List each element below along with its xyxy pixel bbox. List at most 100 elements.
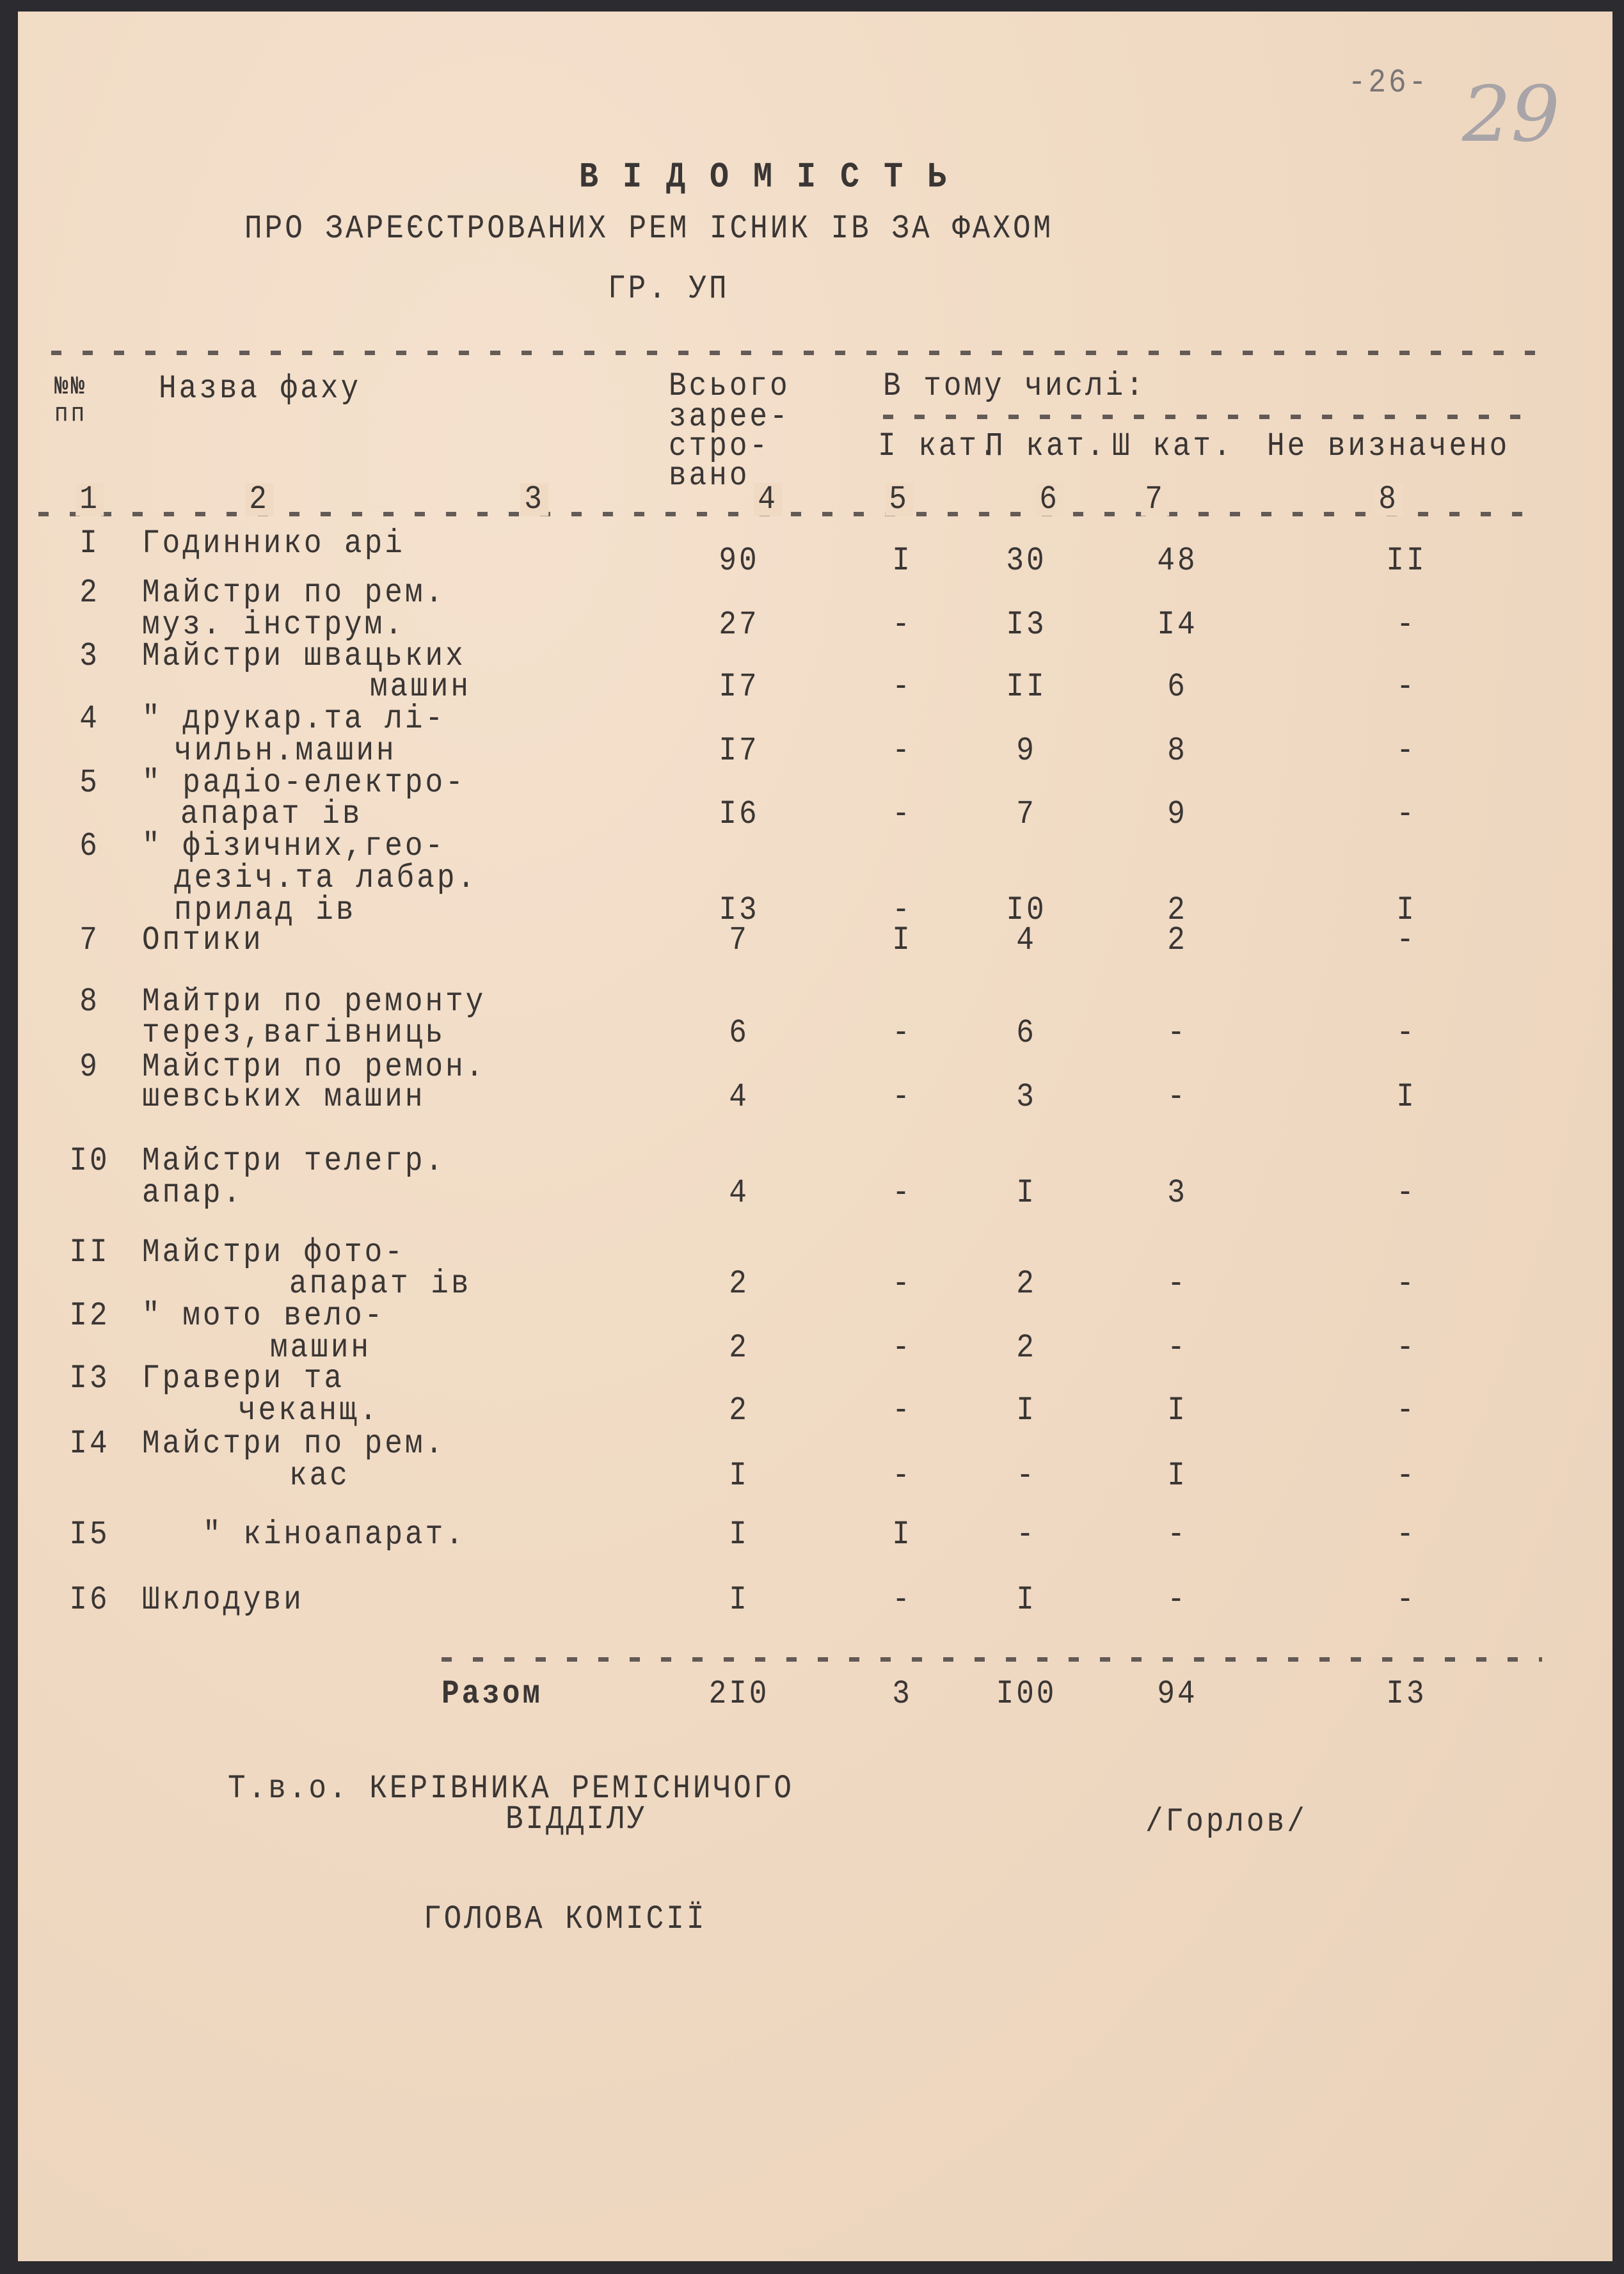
cell-c2: 9 (1016, 732, 1037, 770)
row-name-line: " радіо-електро- (142, 764, 466, 802)
cell-c2: 6 (1016, 1014, 1037, 1052)
row-number: I6 (69, 1581, 110, 1619)
cell-c1: - (892, 1581, 912, 1619)
row-number: I (79, 525, 100, 562)
row-name-line: чильн.машин (174, 732, 397, 770)
cell-total: 4 (729, 1174, 749, 1212)
cell-c4: - (1396, 921, 1417, 959)
cell-c3: I (1167, 1392, 1188, 1429)
row-name-line: дезіч.та лабар. (174, 859, 478, 897)
row-name-line: " кіноапарат. (203, 1516, 466, 1554)
header-num-2: пп (54, 399, 88, 429)
row-name-line: Майстри телегр. (142, 1142, 446, 1180)
cell-c1: - (892, 1265, 912, 1303)
cell-c1: - (892, 1392, 912, 1429)
cell-c3: 2 (1167, 891, 1188, 929)
row-name-line: Майстри по рем. (142, 574, 446, 612)
row-name-line: апарат ів (180, 795, 363, 833)
page-number: -26- (1348, 64, 1429, 102)
row-number: I5 (69, 1516, 110, 1554)
cell-c1: - (892, 1457, 912, 1495)
cell-c4: - (1396, 668, 1417, 706)
cell-c2: - (1016, 1516, 1037, 1554)
header-cat-4: Не визначено (1267, 427, 1510, 465)
header-total-4: вано (669, 457, 750, 495)
row-number: I4 (69, 1425, 110, 1463)
cell-c3: 8 (1167, 732, 1188, 770)
cell-c2: I (1016, 1174, 1037, 1212)
document-group: ГР. УП (608, 270, 729, 308)
row-name-line: " фізичних,гео- (142, 827, 446, 865)
column-number: 6 (1035, 483, 1063, 516)
row-name-line: прилад ів (174, 891, 356, 929)
cell-c3: - (1167, 1078, 1188, 1116)
row-name-line: машин (270, 1329, 372, 1367)
document-page (18, 12, 1612, 2261)
cell-c2: 2 (1016, 1265, 1037, 1303)
cell-c4: I (1396, 1078, 1417, 1116)
cell-c2: 2 (1016, 1329, 1037, 1367)
cell-c4: - (1396, 1174, 1417, 1212)
cell-c4: - (1396, 795, 1417, 833)
cell-total: 90 (719, 542, 760, 580)
row-name-line: " мото вело- (142, 1297, 385, 1335)
column-number: 7 (1141, 483, 1169, 516)
totals-rule (442, 1657, 1542, 1662)
totals-c2: I00 (996, 1675, 1057, 1713)
cell-c4: - (1396, 1516, 1417, 1554)
row-name-line: Майтри по ремонту (142, 983, 486, 1021)
row-name-line: Майстри по рем. (142, 1425, 446, 1463)
row-number: I2 (69, 1297, 110, 1335)
cell-total: I3 (719, 891, 760, 929)
cell-c3: - (1167, 1581, 1188, 1619)
cell-c1: - (892, 1174, 912, 1212)
column-number: 2 (245, 483, 273, 516)
header-cat-2: П кат. (985, 427, 1107, 465)
header-total-3: стро- (669, 427, 770, 465)
cell-c1: - (892, 732, 912, 770)
cell-c3: I (1167, 1457, 1188, 1495)
cell-c4: - (1396, 1392, 1417, 1429)
cell-c2: II (1006, 668, 1047, 706)
cell-total: 7 (729, 921, 749, 959)
totals-c4: I3 (1386, 1675, 1427, 1713)
row-number: I0 (69, 1142, 110, 1180)
row-name-line: Майстри по ремон. (142, 1048, 486, 1086)
cell-c3: 3 (1167, 1174, 1188, 1212)
column-number: 1 (76, 483, 104, 516)
cell-c2: I3 (1006, 606, 1047, 644)
cell-c2: I (1016, 1581, 1037, 1619)
row-name-line: терез,вагівниць (142, 1014, 446, 1052)
header-name: Назва фаху (159, 370, 362, 408)
cell-total: I7 (719, 668, 760, 706)
row-number: I3 (69, 1360, 110, 1397)
cell-total: I7 (719, 732, 760, 770)
cell-c4: - (1396, 606, 1417, 644)
cell-c2: 3 (1016, 1078, 1037, 1116)
cell-total: 2 (729, 1392, 749, 1429)
cell-c1: I (892, 921, 912, 959)
table-top-rule (51, 351, 1542, 355)
row-name-line: Майстри швацьких (142, 637, 466, 675)
cell-c4: - (1396, 1581, 1417, 1619)
cell-c2: 30 (1006, 542, 1047, 580)
row-name-line: кас (289, 1457, 350, 1495)
cell-c1: - (892, 606, 912, 644)
signature-title-line1: Т.в.о. КЕРІВНИКА РЕМІСНИЧОГО (228, 1770, 794, 1808)
header-cat-3: Ш кат. (1112, 427, 1234, 465)
row-name-line: " друкар.та лі- (142, 700, 446, 738)
cell-c4: I (1396, 891, 1417, 929)
row-name-line: Гравери та (142, 1360, 345, 1397)
totals-label: Разом (442, 1675, 543, 1713)
row-number: 7 (79, 921, 100, 959)
row-number: 4 (79, 700, 100, 738)
row-name-line: чеканщ. (238, 1392, 380, 1429)
cell-total: 4 (729, 1078, 749, 1116)
cell-total: 27 (719, 606, 760, 644)
row-name-line: апарат ів (289, 1265, 472, 1303)
document-subtitle: ПРО ЗАРЕЄСТРОВАНИХ РЕМ ІСНИК ІВ ЗА ФАХОМ (244, 210, 1054, 248)
header-total-1: Всього (669, 367, 790, 405)
handwritten-archive-number: 29 (1462, 70, 1560, 159)
cell-c1: - (892, 891, 912, 929)
row-name-line: Шклодуви (142, 1581, 304, 1619)
